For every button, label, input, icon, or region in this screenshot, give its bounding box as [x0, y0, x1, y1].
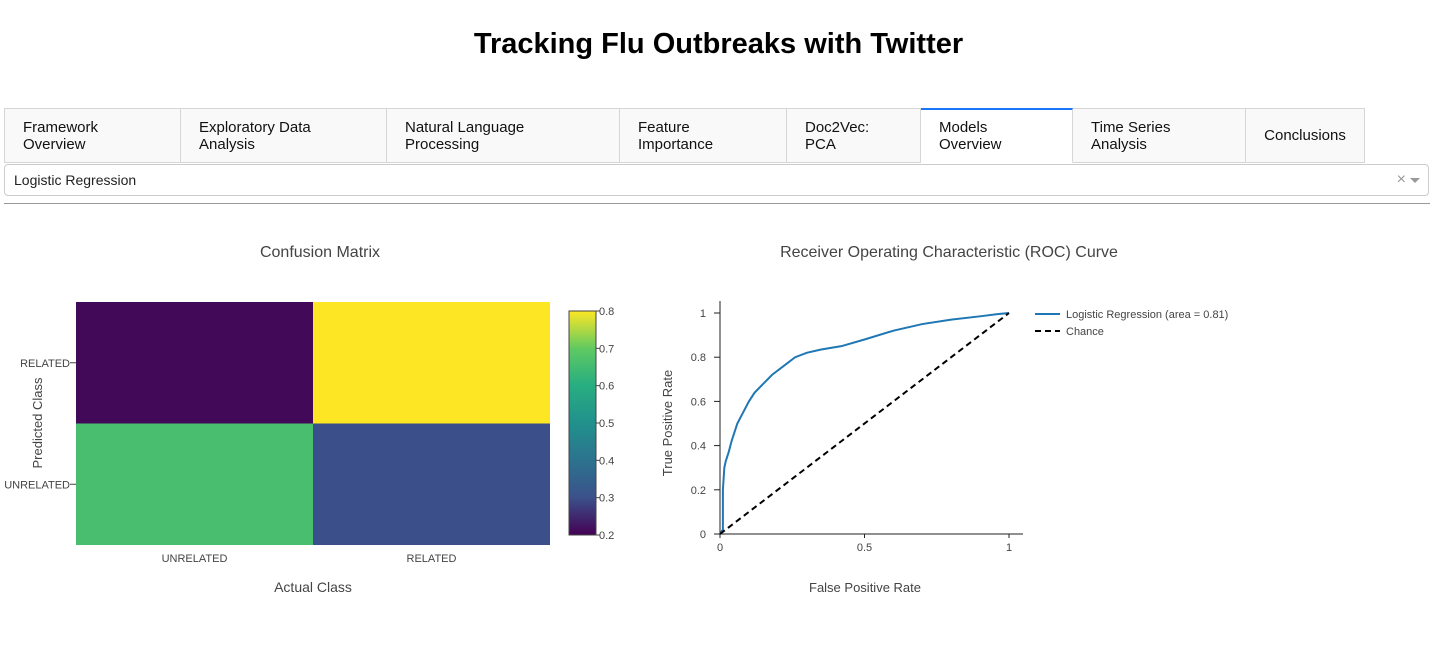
x-tick-label: 0 [717, 542, 723, 554]
y-tick-label: 0.2 [691, 485, 706, 497]
y-tick-label: 0.8 [691, 352, 706, 364]
confusion-matrix-chart: Confusion Matrix UNRELATED RELATED UNRELAT… [4, 244, 614, 595]
tab-time-series-analysis[interactable]: Time Series Analysis [1073, 108, 1246, 163]
y-tick-label: RELATED [20, 358, 70, 370]
chance-series-line [719, 312, 1010, 535]
chevron-down-icon[interactable] [1410, 178, 1420, 183]
heatmap-cell [76, 423, 313, 545]
x-tick-label: 1 [1006, 542, 1012, 554]
divider [4, 203, 1430, 204]
roc-curve-chart: Receiver Operating Characteristic (ROC) … [660, 244, 1228, 595]
y-axis-label: Predicted Class [30, 377, 45, 469]
colorbar-tick-label: 0.6 [599, 381, 614, 393]
page-title: Tracking Flu Outbreaks with Twitter [473, 28, 964, 60]
chart-title: Receiver Operating Characteristic (ROC) … [780, 244, 1118, 261]
x-tick-label: 0.5 [857, 542, 872, 554]
heatmap-cell [313, 423, 550, 545]
tab-framework-overview[interactable]: Framework Overview [4, 108, 181, 163]
x-axis-label: Actual Class [274, 579, 352, 595]
x-tick-label: UNRELATED [162, 553, 228, 565]
colorbar-tick-label: 0.7 [599, 343, 614, 355]
tab-doc2vec-pca[interactable]: Doc2Vec: PCA [787, 108, 921, 163]
y-tick-label: 1 [700, 308, 706, 320]
model-select-dropdown[interactable]: Logistic Regression × [4, 164, 1429, 196]
tab-bar: Framework Overview Exploratory Data Anal… [4, 108, 1365, 163]
colorbar-tick-label: 0.4 [599, 455, 614, 467]
model-select-value: Logistic Regression [14, 172, 137, 188]
y-tick-label: UNRELATED [4, 479, 70, 491]
heatmap-cell [313, 302, 550, 424]
colorbar [568, 310, 597, 536]
tab-natural-language-processing[interactable]: Natural Language Processing [387, 108, 620, 163]
tab-models-overview[interactable]: Models Overview [921, 108, 1073, 163]
y-tick-label: 0.6 [691, 396, 706, 408]
y-tick-label: 0 [700, 529, 706, 541]
colorbar-tick-label: 0.3 [599, 493, 614, 505]
colorbar-tick-label: 0.8 [599, 306, 614, 318]
chart-title: Confusion Matrix [260, 244, 380, 261]
x-tick-label: RELATED [407, 553, 457, 565]
legend-entry: Logistic Regression (area = 0.81) [1066, 309, 1228, 321]
heatmap-cell [76, 302, 313, 424]
tab-conclusions[interactable]: Conclusions [1246, 108, 1365, 163]
legend-entry: Chance [1066, 326, 1104, 338]
colorbar-tick-label: 0.2 [599, 530, 614, 542]
y-axis-label: True Positive Rate [660, 370, 675, 476]
tab-exploratory-data-analysis[interactable]: Exploratory Data Analysis [181, 108, 387, 163]
roc-series-line [719, 312, 1010, 535]
colorbar-tick-label: 0.5 [599, 418, 614, 430]
y-tick-label: 0.4 [691, 441, 706, 453]
x-axis-label: False Positive Rate [809, 580, 921, 595]
tab-feature-importance[interactable]: Feature Importance [620, 108, 787, 163]
clear-icon[interactable]: × [1396, 171, 1406, 188]
